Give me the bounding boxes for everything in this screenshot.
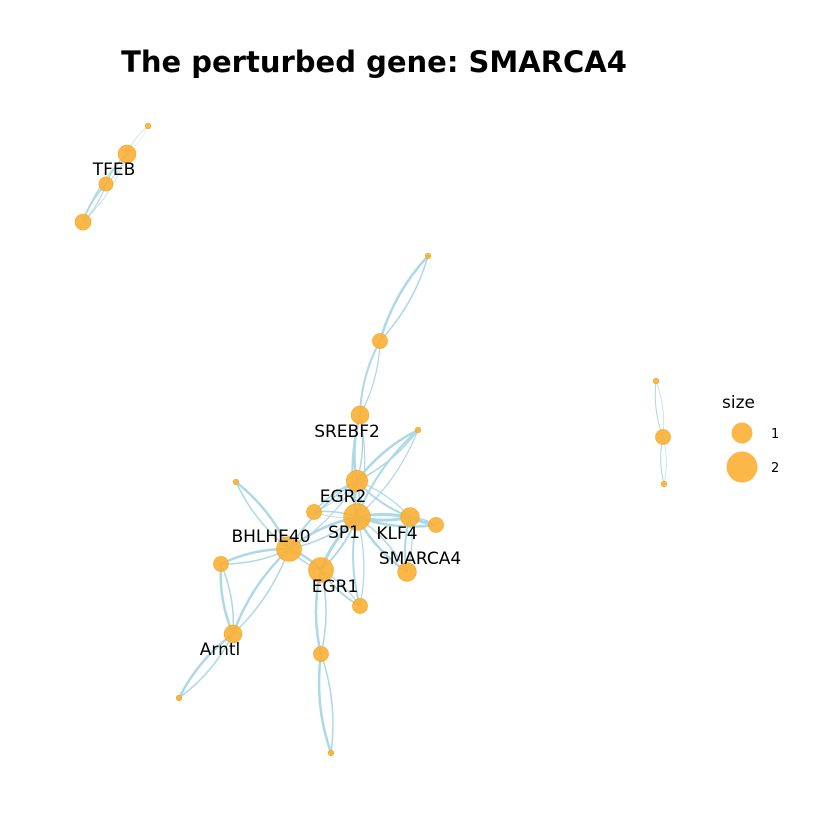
node-iso-bot [660, 480, 668, 488]
edge-n_down-n_bottom [320, 653, 334, 754]
node-n-small-left [306, 504, 322, 520]
node-sp1 [343, 503, 371, 531]
node-label-egr2: EGR2 [320, 487, 367, 507]
node-iso-top [652, 377, 660, 385]
edge-sb_top-sb_mid [379, 255, 429, 342]
node-n-left [213, 556, 229, 572]
size-legend: size 1 2 [722, 393, 779, 483]
legend-title: size [722, 393, 755, 413]
legend-key-2 [726, 451, 758, 483]
diagram-title: The perturbed gene: SMARCA4 [121, 45, 627, 79]
node-egr2 [345, 469, 368, 492]
node-arntl [223, 624, 243, 644]
edge-n_down-n_bottom [317, 652, 333, 755]
node-label-smarca4: SMARCA4 [379, 549, 461, 569]
node-tfeb-low [74, 213, 92, 231]
node-tfeb-big [117, 144, 137, 164]
node-label-klf4: KLF4 [376, 524, 417, 544]
node-n-down [313, 646, 329, 662]
node-bhlhe40 [276, 536, 302, 562]
node-label-egr1: EGR1 [312, 577, 359, 597]
legend-label-2: 2 [771, 461, 779, 476]
node-label-srebf2: SREBF2 [314, 422, 380, 442]
node-srebf2 [350, 405, 370, 425]
node-smarca4 [397, 562, 417, 582]
node-label-sp1: SP1 [328, 523, 360, 543]
node-tfeb [98, 176, 114, 192]
node-n-arntl-low [175, 694, 183, 702]
node-label-tfeb: TFEB [92, 160, 136, 180]
node-egr1 [308, 557, 334, 583]
node-n-top-right [414, 426, 422, 434]
node-label-bhlhe40: BHLHE40 [231, 527, 310, 547]
node-n-bh-top [232, 478, 240, 486]
legend-label-1: 1 [771, 427, 779, 442]
node-label-arntl: Arntl [200, 640, 240, 660]
node-n-below [352, 598, 368, 614]
node-klf4 [400, 507, 420, 527]
labels-layer: TFEB SREBF2 EGR2 SP1 KLF4 SMARCA4 BHLHE40 EGR1 A… [92, 160, 461, 660]
legend-key-1 [731, 422, 753, 444]
node-n-bottom [327, 749, 335, 757]
node-iso-mid [655, 429, 671, 445]
node-sb-mid [372, 333, 388, 349]
edge-sb_top-sb_mid [378, 254, 430, 343]
nodes-layer [74, 122, 671, 757]
node-tfeb-top [144, 122, 152, 130]
node-n-right [428, 517, 444, 533]
node-sb-top [424, 252, 432, 260]
